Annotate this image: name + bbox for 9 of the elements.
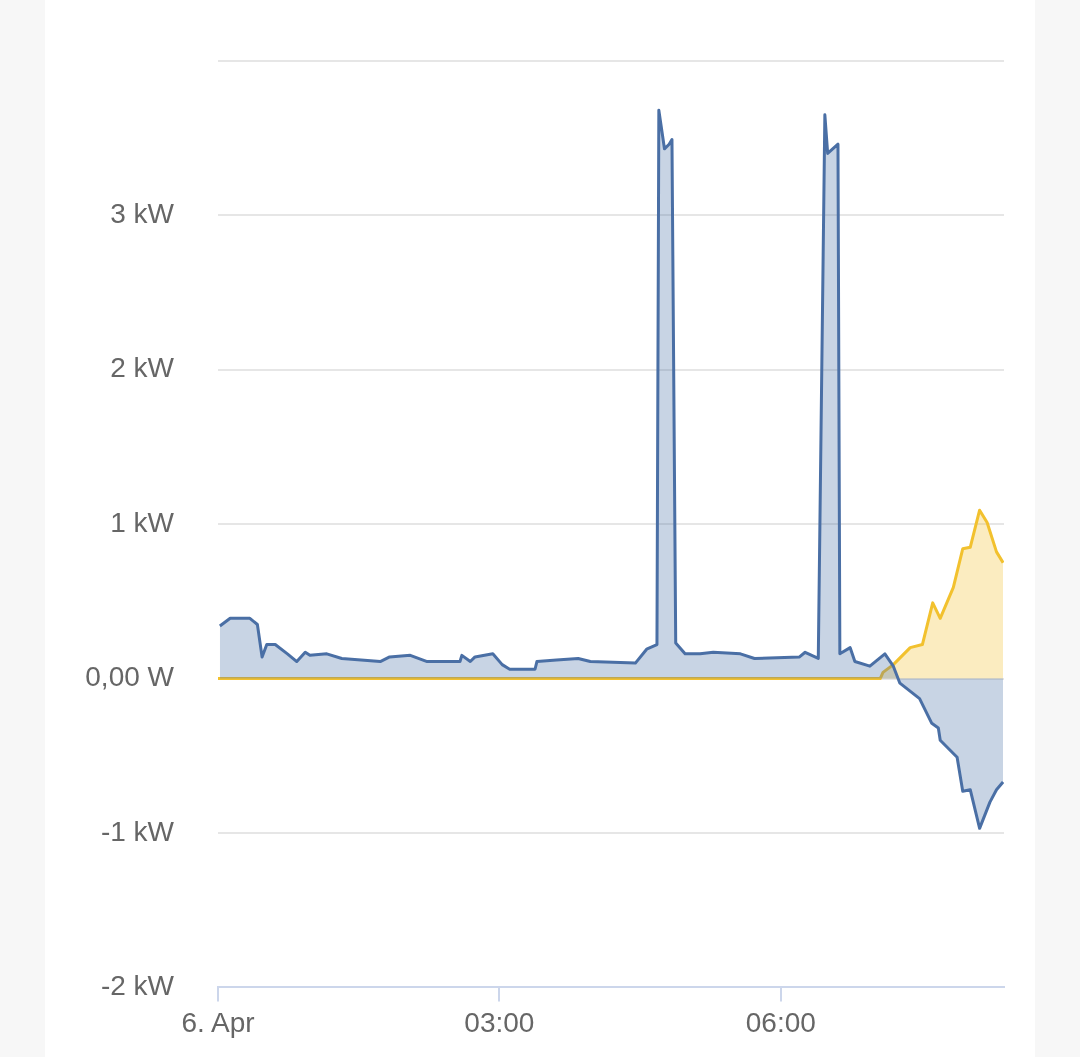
y-tick-label: -1 kW [100,815,175,847]
y-tick-label: -2 kW [100,970,175,1002]
y-tick-label: 1 kW [110,506,175,538]
x-tick-label: 03:00 [464,1006,535,1038]
y-tick-label: 3 kW [110,197,175,229]
x-tick-label: 06:00 [745,1006,816,1038]
x-tick-label: 6. Apr [181,1006,255,1038]
y-tick-label: 0,00 W [85,661,175,693]
y-tick-label: 2 kW [110,352,175,384]
